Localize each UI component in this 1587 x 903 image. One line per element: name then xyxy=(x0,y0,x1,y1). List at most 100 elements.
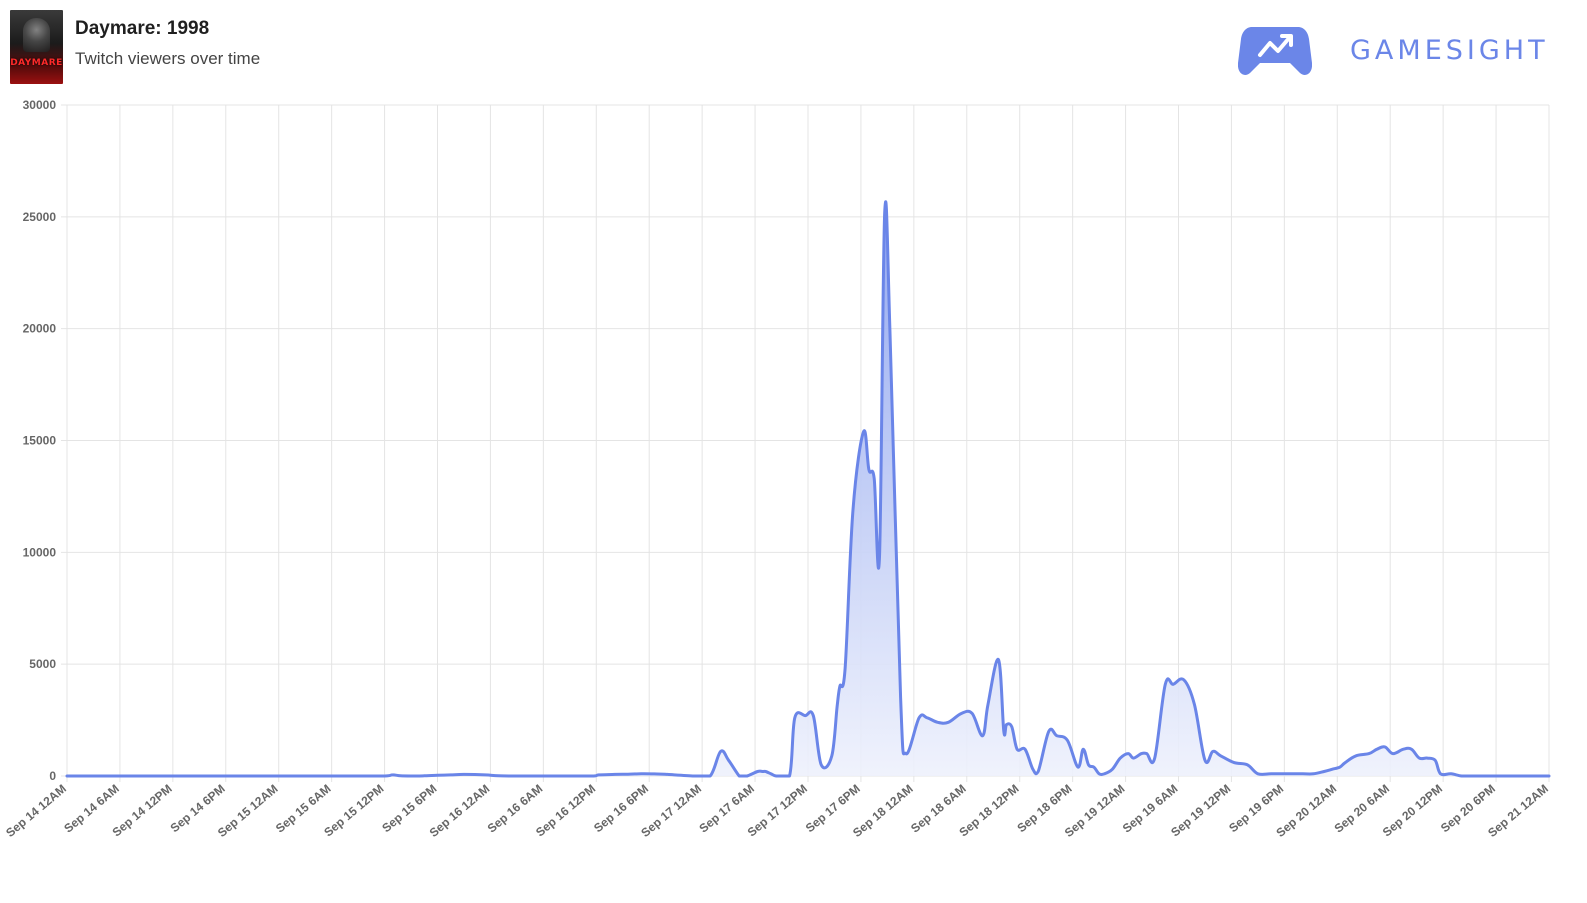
data-point[interactable] xyxy=(626,772,630,776)
data-point[interactable] xyxy=(1383,745,1387,749)
data-point[interactable] xyxy=(1502,774,1506,778)
data-point[interactable] xyxy=(1145,752,1149,756)
data-point[interactable] xyxy=(904,752,908,756)
data-point[interactable] xyxy=(872,477,876,481)
data-point[interactable] xyxy=(1132,756,1136,760)
data-point[interactable] xyxy=(1031,767,1035,771)
data-point[interactable] xyxy=(1245,763,1249,767)
data-point[interactable] xyxy=(1542,774,1546,778)
data-point[interactable] xyxy=(899,696,903,700)
data-point[interactable] xyxy=(1203,758,1207,762)
data-point[interactable] xyxy=(1126,752,1130,756)
data-point[interactable] xyxy=(769,772,773,776)
data-point[interactable] xyxy=(888,331,892,335)
data-point[interactable] xyxy=(1097,772,1101,776)
data-point[interactable] xyxy=(1531,774,1535,778)
data-point[interactable] xyxy=(811,714,815,718)
data-point[interactable] xyxy=(1338,765,1342,769)
data-point[interactable] xyxy=(835,705,839,709)
data-point[interactable] xyxy=(1312,772,1316,776)
data-point[interactable] xyxy=(1102,772,1106,776)
data-point[interactable] xyxy=(541,774,545,778)
data-point[interactable] xyxy=(862,430,866,434)
data-point[interactable] xyxy=(409,774,413,778)
data-point[interactable] xyxy=(171,774,175,778)
data-point[interactable] xyxy=(1005,723,1009,727)
data-point[interactable] xyxy=(1023,747,1027,751)
data-point[interactable] xyxy=(1047,729,1051,733)
data-point[interactable] xyxy=(878,555,882,559)
data-point[interactable] xyxy=(1439,772,1443,776)
data-point[interactable] xyxy=(960,711,964,715)
data-point[interactable] xyxy=(496,774,500,778)
data-point[interactable] xyxy=(1391,752,1395,756)
data-point[interactable] xyxy=(655,772,659,776)
data-point[interactable] xyxy=(462,772,466,776)
data-point[interactable] xyxy=(1322,770,1326,774)
data-point[interactable] xyxy=(1002,729,1006,733)
data-point[interactable] xyxy=(851,508,855,512)
data-point[interactable] xyxy=(1470,774,1474,778)
data-point[interactable] xyxy=(774,774,778,778)
data-point[interactable] xyxy=(1076,765,1080,769)
data-point[interactable] xyxy=(391,773,395,777)
data-point[interactable] xyxy=(1036,770,1040,774)
data-point[interactable] xyxy=(745,774,749,778)
data-point[interactable] xyxy=(936,720,940,724)
data-point[interactable] xyxy=(1367,752,1371,756)
data-point[interactable] xyxy=(398,774,402,778)
data-point[interactable] xyxy=(793,716,797,720)
data-point[interactable] xyxy=(883,210,887,214)
data-point[interactable] xyxy=(1182,678,1186,682)
data-point[interactable] xyxy=(1449,772,1453,776)
data-point[interactable] xyxy=(1219,754,1223,758)
data-point[interactable] xyxy=(1425,756,1429,760)
data-point[interactable] xyxy=(1092,765,1096,769)
data-point[interactable] xyxy=(843,667,847,671)
data-point[interactable] xyxy=(803,714,807,718)
data-point[interactable] xyxy=(1256,772,1260,776)
data-point[interactable] xyxy=(838,685,842,689)
data-point[interactable] xyxy=(970,711,974,715)
data-point[interactable] xyxy=(867,468,871,472)
data-point[interactable] xyxy=(65,774,69,778)
data-point[interactable] xyxy=(1409,747,1413,751)
data-point[interactable] xyxy=(592,774,596,778)
data-point[interactable] xyxy=(639,772,643,776)
data-point[interactable] xyxy=(1330,767,1334,771)
data-point[interactable] xyxy=(1375,747,1379,751)
data-point[interactable] xyxy=(1087,763,1091,767)
data-point[interactable] xyxy=(727,758,731,762)
data-point[interactable] xyxy=(981,734,985,738)
data-point[interactable] xyxy=(1055,734,1059,738)
data-point[interactable] xyxy=(1460,774,1464,778)
data-point[interactable] xyxy=(1118,756,1122,760)
data-point[interactable] xyxy=(277,774,281,778)
data-point[interactable] xyxy=(1153,756,1157,760)
data-point[interactable] xyxy=(1343,761,1347,765)
data-point[interactable] xyxy=(1211,749,1215,753)
data-point[interactable] xyxy=(1081,747,1085,751)
data-point[interactable] xyxy=(597,773,601,777)
data-point[interactable] xyxy=(1401,747,1405,751)
data-point[interactable] xyxy=(1269,772,1273,776)
data-point[interactable] xyxy=(1433,758,1437,762)
data-point[interactable] xyxy=(830,754,834,758)
data-point[interactable] xyxy=(925,716,929,720)
data-point[interactable] xyxy=(1163,682,1167,686)
data-point[interactable] xyxy=(819,763,823,767)
data-point[interactable] xyxy=(764,770,768,774)
data-point[interactable] xyxy=(436,773,440,777)
data-point[interactable] xyxy=(1518,774,1522,778)
data-point[interactable] xyxy=(1293,772,1297,776)
data-point[interactable] xyxy=(1192,702,1196,706)
data-point[interactable] xyxy=(1285,772,1289,776)
data-point[interactable] xyxy=(1010,725,1014,729)
data-point[interactable] xyxy=(692,774,696,778)
data-point[interactable] xyxy=(740,774,744,778)
data-point[interactable] xyxy=(1354,754,1358,758)
data-point[interactable] xyxy=(518,774,522,778)
brand-logo-link[interactable]: GAMESIGHT xyxy=(1238,20,1549,80)
data-point[interactable] xyxy=(536,774,540,778)
data-point[interactable] xyxy=(422,774,426,778)
